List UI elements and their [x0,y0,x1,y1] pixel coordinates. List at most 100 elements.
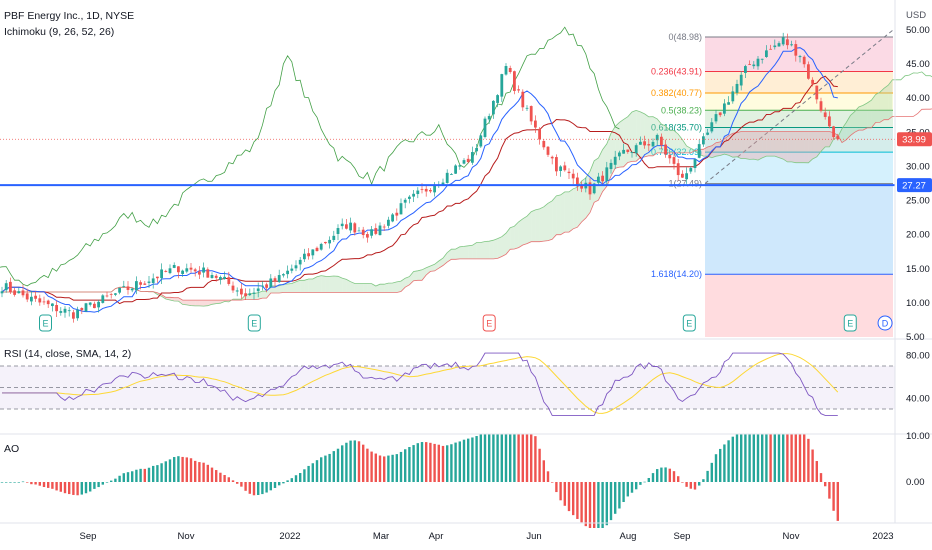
candle-body [9,281,12,293]
ao-bar [353,440,356,482]
ao-bar [702,479,705,482]
price-tick-label: 50.00 [906,25,930,36]
ao-bar [677,476,680,482]
ichimoku-cloud [216,300,221,304]
candle-body [685,173,688,180]
ao-bar [773,433,776,482]
ao-bar [832,482,835,511]
ao-bar [47,482,50,488]
ao-bar [752,433,755,482]
ichimoku-cloud [711,142,716,158]
ao-bar [681,482,684,483]
ao-bar [261,482,264,495]
ao-bar [181,456,184,482]
ao-bar [450,444,453,482]
candle-body [424,188,428,192]
ao-bar [819,473,823,482]
candle-body [256,288,260,292]
ichimoku-cloud [619,119,624,168]
candle-body [399,203,403,215]
ichimoku-cloud [644,113,649,157]
candle-body [647,144,651,146]
candle-body [693,159,697,169]
candle-body [492,100,495,115]
candle-body [193,269,197,272]
ao-bar [38,482,41,486]
candle-body [340,223,344,227]
ao-bar [336,448,340,482]
ichimoku-cloud [384,283,389,293]
candle-body [4,283,8,291]
ichimoku-cloud [875,92,880,123]
candle-body [769,48,772,50]
ao-bar [727,440,730,482]
candle-body [345,224,348,229]
candle-body [429,189,432,192]
candle-body [172,264,176,268]
ao-bar [286,480,289,482]
candle-body [773,45,777,48]
ao-bar [114,478,117,482]
ichimoku-cloud [640,111,645,158]
candle-body [462,160,466,164]
candle-body [21,290,25,296]
ao-bar [299,473,302,482]
ichimoku-cloud [480,241,485,259]
candle-body [697,144,701,158]
ao-bar [80,482,83,495]
ao-bar [227,477,230,482]
ichimoku-cloud [405,276,410,288]
ao-bar [357,441,361,482]
ao-bar [429,442,432,482]
ichimoku-cloud [535,208,540,242]
candle-body [303,253,306,260]
candle-body [718,112,722,116]
candle-body [836,135,840,140]
ichimoku-cloud [585,171,590,219]
ao-bar [521,433,524,482]
ao-bar [374,453,377,482]
ao-bar [454,442,457,482]
dividend-marker [877,315,893,331]
ao-bar [244,482,247,491]
ichimoku-cloud [497,236,502,259]
ao-bar [664,467,667,482]
ao-bar [446,445,449,482]
ao-bar [404,449,407,482]
ao-bar [122,473,125,482]
ao-bar [21,481,25,483]
ao-bar [765,433,768,482]
ao-bar [252,482,256,496]
ao-bar [391,454,394,482]
candle-body [458,165,462,167]
earnings-marker [39,314,52,332]
candle-body [67,310,71,312]
ao-bar [689,482,692,489]
time-tick-label: Sep [674,531,691,542]
candle-body [114,293,117,295]
ichimoku-cloud [489,240,494,259]
candle-body [126,286,130,290]
ichimoku-cloud [816,131,821,157]
ao-bar [567,482,571,512]
ichimoku-cloud [758,131,763,161]
candle-body [17,291,21,294]
ao-bar [194,460,197,482]
ao-bar [55,482,58,491]
candle-body [756,58,760,67]
candle-body [231,285,235,291]
ichimoku-cloud [854,107,859,133]
candle-body [72,312,75,319]
candle-body [403,199,407,203]
ichimoku-cloud [367,283,372,293]
ichimoku-cloud [690,148,695,153]
ichimoku-cloud [879,88,884,123]
earnings-marker [682,314,696,332]
current-price-tag-bg [897,132,932,147]
ao-bar [420,442,424,482]
ichimoku-cloud [674,130,679,153]
candle-body [672,157,676,164]
fib-zone [705,92,893,111]
candle-body [76,309,79,319]
